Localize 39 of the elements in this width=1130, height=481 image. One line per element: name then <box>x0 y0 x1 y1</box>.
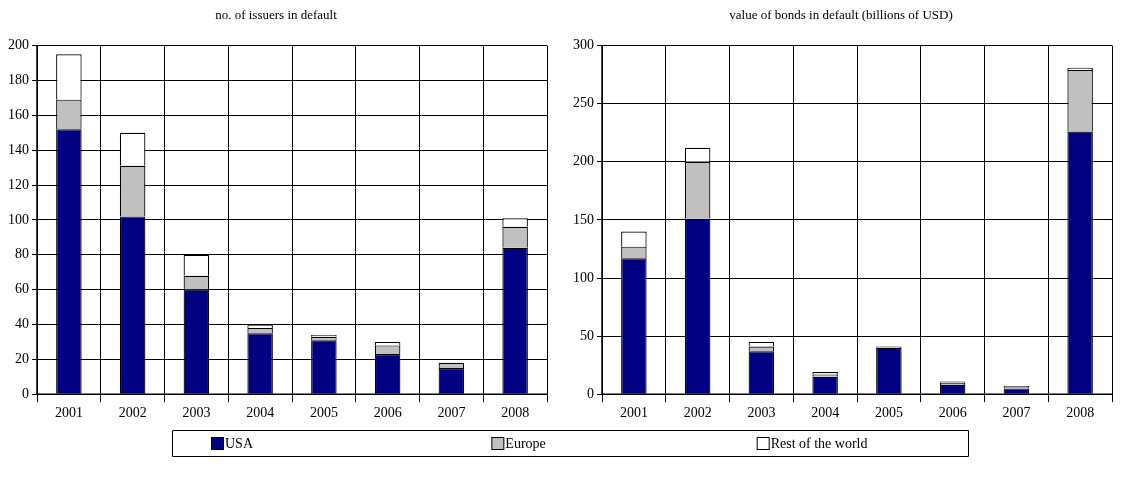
y-tick-label: 50 <box>580 327 594 343</box>
x-tick-label: 2001 <box>54 405 83 421</box>
chart-title: value of bonds in default (billions of USD) <box>729 7 953 23</box>
x-tick-label: 2004 <box>811 405 840 421</box>
y-tick-label: 150 <box>573 211 594 227</box>
y-tick-label: 100 <box>8 211 29 227</box>
y-tick-label: 140 <box>8 141 29 157</box>
y-tick-label: 250 <box>573 95 594 111</box>
x-tick-label: 2007 <box>437 405 466 421</box>
x-tick-label: 2001 <box>619 405 648 421</box>
y-tick-label: 180 <box>8 72 29 88</box>
y-tick-label: 120 <box>8 176 29 192</box>
y-tick-label: 20 <box>15 351 29 367</box>
y-tick-label: 200 <box>8 37 29 53</box>
x-tick-label: 2006 <box>373 405 402 421</box>
chart-title: no. of issuers in default <box>215 7 338 23</box>
x-tick-label: 2004 <box>246 405 275 421</box>
x-tick-label: 2005 <box>874 405 903 421</box>
y-tick-label: 0 <box>587 385 594 401</box>
x-tick-label: 2006 <box>938 405 967 421</box>
y-tick-label: 80 <box>15 246 29 262</box>
legend-label: USA <box>225 435 254 451</box>
y-tick-label: 0 <box>22 385 29 401</box>
x-tick-label: 2002 <box>118 405 147 421</box>
y-tick-label: 40 <box>15 316 29 332</box>
x-tick-label: 2002 <box>683 405 712 421</box>
legend-label: Rest of the world <box>770 435 868 451</box>
x-tick-label: 2005 <box>309 405 338 421</box>
y-tick-label: 300 <box>573 37 594 53</box>
y-tick-label: 160 <box>8 106 29 122</box>
x-tick-label: 2003 <box>747 405 776 421</box>
y-tick-label: 200 <box>573 153 594 169</box>
y-tick-label: 100 <box>573 269 594 285</box>
x-tick-label: 2008 <box>1066 405 1095 421</box>
x-tick-label: 2008 <box>501 405 530 421</box>
y-tick-label: 60 <box>15 281 29 297</box>
legend-label: Europe <box>505 435 546 451</box>
x-tick-label: 2007 <box>1002 405 1031 421</box>
x-tick-label: 2003 <box>182 405 211 421</box>
